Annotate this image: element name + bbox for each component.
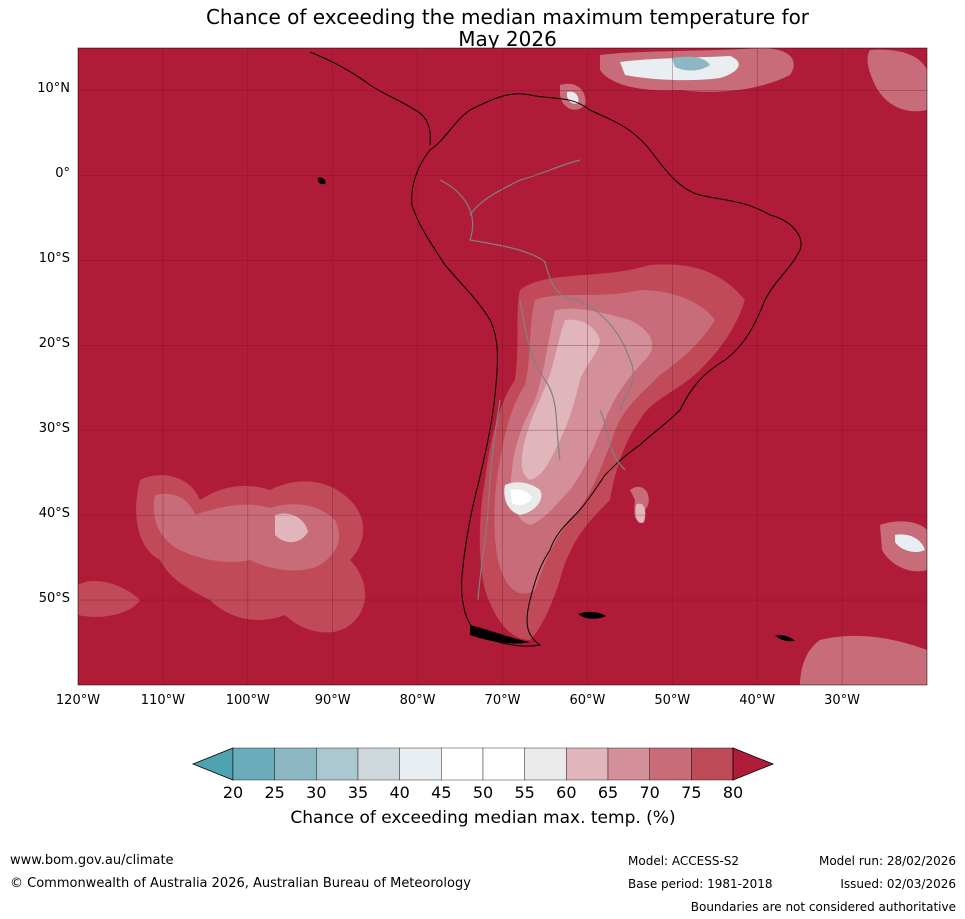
model-run-date: Model run: 28/02/2026 [818,854,956,868]
contour-50-argentina [510,489,532,506]
colorbar-tick-label: 40 [389,783,410,802]
longitude-tick-label: 50°W [654,693,691,708]
colorbar-segment [524,747,567,781]
colorbar-segment [649,747,692,781]
colorbar-tick-label: 30 [306,783,327,802]
colorbar [191,747,775,781]
south-georgia [775,634,795,642]
map-frame [77,47,928,686]
map-title: Chance of exceeding the median maximum t… [205,5,810,29]
colorbar-segment [357,747,400,781]
contour-60-south-america [521,319,600,480]
contour-65-south-america [510,308,653,525]
colorbar-segment [607,747,650,781]
colorbar-tick-label: 75 [681,783,702,802]
colorbar-tick-label: 55 [514,783,535,802]
longitude-tick-label: 80°W [399,693,436,708]
latitude-tick-label: 20°S [38,336,70,352]
contour-70-pacific [153,493,340,571]
longitude-tick-label: 90°W [314,693,351,708]
contour-55-south-atlantic-east [895,534,925,553]
latitude-tick-label: 50°S [38,591,70,607]
latitude-tick-label: 10°S [38,251,70,267]
colorbar-segment [441,747,484,781]
colorbar-segment [399,747,442,781]
longitude-tick-label: 60°W [569,693,606,708]
colorbar-segment [691,747,734,781]
galapagos-islands [317,177,326,185]
issued-date: Issued: 02/03/2026 [840,877,956,891]
contour-55-caribbean [566,91,579,104]
colorbar-tick-label: 45 [431,783,452,802]
colorbar-low-extension [191,747,234,781]
longitude-tick-label: 100°W [225,693,270,708]
colorbar-tick-label: 60 [556,783,577,802]
latitude-tick-label: 10°N [37,81,70,97]
colorbar-tick-label: 35 [347,783,369,802]
contour-60-uruguay-coast [635,503,646,524]
colorbar-high-extension [732,747,775,781]
graticule [78,48,927,685]
latitude-tick-label: 0° [55,166,70,182]
colorbar-title: Chance of exceeding median max. temp. (%… [290,808,676,828]
colorbar-tick-label: 80 [722,783,744,802]
latitude-tick-label: 40°S [38,506,70,522]
country-borders [439,159,634,601]
colorbar-tick-label: 65 [597,783,619,802]
model-name: Model: ACCESS-S2 [628,854,740,868]
contour-75-south-atlantic-south [800,635,927,685]
copyright-text: © Commonwealth of Australia 2026, Austra… [10,876,471,891]
colorbar-tick-label: 50 [472,783,494,802]
colorbar-segment [274,747,317,781]
contour-75-east-atlantic [867,49,927,112]
longitude-tick-label: 30°W [824,693,861,708]
longitude-tick-label: 120°W [55,693,101,708]
website-link[interactable]: www.bom.gov.au/climate [10,853,174,868]
colorbar-tick-label: 70 [639,783,660,802]
base-period: Base period: 1981-2018 [628,877,773,891]
colorbar-tick-label: 20 [222,783,244,802]
colorbar-segment [566,747,609,781]
south-america-coastline [411,93,802,647]
tierra-del-fuego [470,625,530,644]
falkland-islands [578,611,606,619]
longitude-tick-label: 110°W [140,693,185,708]
map-subtitle: May 2026 [458,27,557,51]
colorbar-segment [482,747,525,781]
central-america-coastline [309,51,431,146]
contour-75-pacific-west [78,580,140,617]
colorbar-segment [232,747,275,781]
boundaries-disclaimer: Boundaries are not considered authoritat… [690,900,956,914]
longitude-tick-label: 70°W [484,693,521,708]
colorbar-segment [316,747,359,781]
probability-contours [78,48,927,685]
longitude-tick-label: 40°W [739,693,776,708]
colorbar-tick-label: 25 [264,783,285,802]
contour-35-north-atlantic [672,56,710,71]
contour-60-pacific [275,513,308,543]
latitude-tick-label: 30°S [38,421,70,437]
